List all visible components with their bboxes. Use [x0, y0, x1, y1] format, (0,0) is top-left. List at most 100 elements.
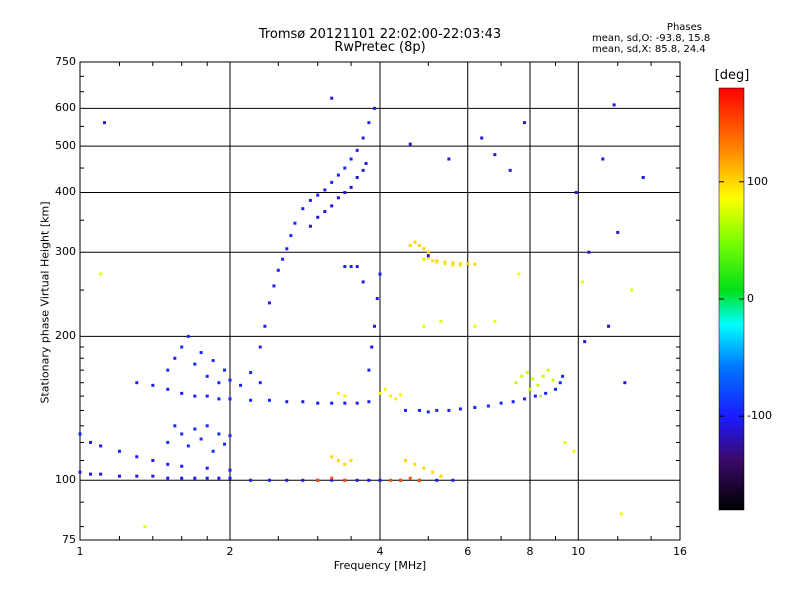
- data-point: [343, 190, 347, 194]
- data-point: [308, 224, 312, 228]
- data-point: [607, 324, 611, 328]
- data-point: [301, 478, 305, 482]
- data-point: [180, 432, 184, 436]
- data-point: [99, 272, 103, 276]
- data-point: [399, 478, 403, 482]
- data-point: [89, 440, 93, 444]
- data-point: [408, 476, 412, 480]
- data-point: [199, 351, 203, 355]
- data-point: [258, 345, 262, 349]
- data-point: [473, 324, 477, 328]
- data-point: [458, 263, 462, 267]
- data-point: [166, 476, 170, 480]
- data-point: [431, 470, 435, 474]
- data-point: [151, 474, 155, 478]
- data-point: [553, 387, 557, 391]
- data-point: [281, 257, 285, 261]
- data-point: [211, 449, 215, 453]
- data-point: [612, 103, 616, 107]
- data-point: [267, 478, 271, 482]
- data-point: [186, 334, 190, 338]
- y-tick-label: 75: [62, 533, 76, 546]
- data-point: [336, 458, 340, 462]
- y-tick-label: 200: [55, 329, 76, 343]
- data-point: [630, 288, 634, 292]
- data-point: [431, 259, 435, 263]
- x-tick-label: 4: [376, 545, 384, 558]
- data-point: [143, 525, 147, 529]
- data-point: [451, 478, 455, 482]
- data-point: [336, 196, 340, 200]
- data-point: [525, 371, 529, 375]
- data-point: [151, 458, 155, 462]
- data-point: [336, 173, 340, 177]
- data-point: [447, 408, 451, 412]
- data-point: [355, 265, 359, 269]
- colorbar-ticks: [719, 181, 744, 417]
- data-point: [367, 478, 371, 482]
- data-point: [364, 161, 368, 165]
- data-point: [523, 121, 527, 125]
- y-tick-label: 500: [55, 139, 76, 153]
- data-point: [193, 362, 197, 366]
- x-axis-label: Frequency [MHz]: [333, 559, 427, 572]
- data-point: [361, 280, 365, 284]
- data-point: [205, 394, 209, 398]
- data-point: [447, 157, 451, 161]
- data-point: [619, 512, 623, 516]
- data-point: [166, 387, 170, 391]
- data-point: [355, 175, 359, 179]
- data-point: [426, 256, 430, 260]
- data-point: [417, 478, 421, 482]
- data-point: [587, 250, 591, 254]
- data-point: [205, 476, 209, 480]
- x-tick-label: 6: [464, 545, 472, 558]
- data-point: [451, 261, 455, 265]
- chart-title: Tromsø 20121101 22:02:00-22:03:43: [258, 27, 502, 42]
- data-point: [355, 148, 359, 152]
- data-point: [205, 424, 209, 428]
- data-point: [267, 398, 271, 402]
- data-point: [301, 400, 305, 404]
- data-point: [355, 478, 359, 482]
- data-point: [135, 455, 139, 459]
- data-point: [117, 474, 121, 478]
- data-point: [78, 432, 82, 436]
- data-point: [330, 180, 334, 184]
- data-point: [239, 383, 243, 387]
- data-point: [373, 324, 377, 328]
- data-point: [343, 265, 347, 269]
- data-point: [473, 262, 477, 266]
- data-point: [361, 136, 365, 140]
- data-point: [443, 262, 447, 266]
- data-point: [514, 381, 518, 385]
- data-point: [520, 374, 524, 378]
- data-point: [422, 324, 426, 328]
- data-point: [330, 476, 334, 480]
- data-point: [193, 427, 197, 431]
- data-point: [546, 368, 550, 372]
- data-point: [528, 387, 532, 391]
- data-point: [480, 136, 484, 140]
- data-point: [417, 408, 421, 412]
- data-point: [413, 240, 417, 244]
- data-point: [249, 398, 253, 402]
- data-point: [285, 247, 289, 251]
- data-point: [394, 397, 398, 401]
- data-point: [99, 472, 103, 476]
- data-point: [217, 381, 221, 385]
- y-tick-label: 300: [55, 245, 76, 259]
- data-point: [228, 378, 232, 382]
- data-point: [316, 193, 320, 197]
- data-point: [330, 455, 334, 459]
- data-point: [422, 247, 426, 251]
- data-point: [301, 207, 305, 211]
- data-point: [435, 478, 439, 482]
- colorbar-tick-label: 0: [747, 292, 754, 305]
- data-point: [272, 284, 276, 288]
- data-point: [563, 440, 567, 444]
- data-point: [551, 378, 555, 382]
- data-point: [403, 458, 407, 462]
- data-point: [258, 381, 262, 385]
